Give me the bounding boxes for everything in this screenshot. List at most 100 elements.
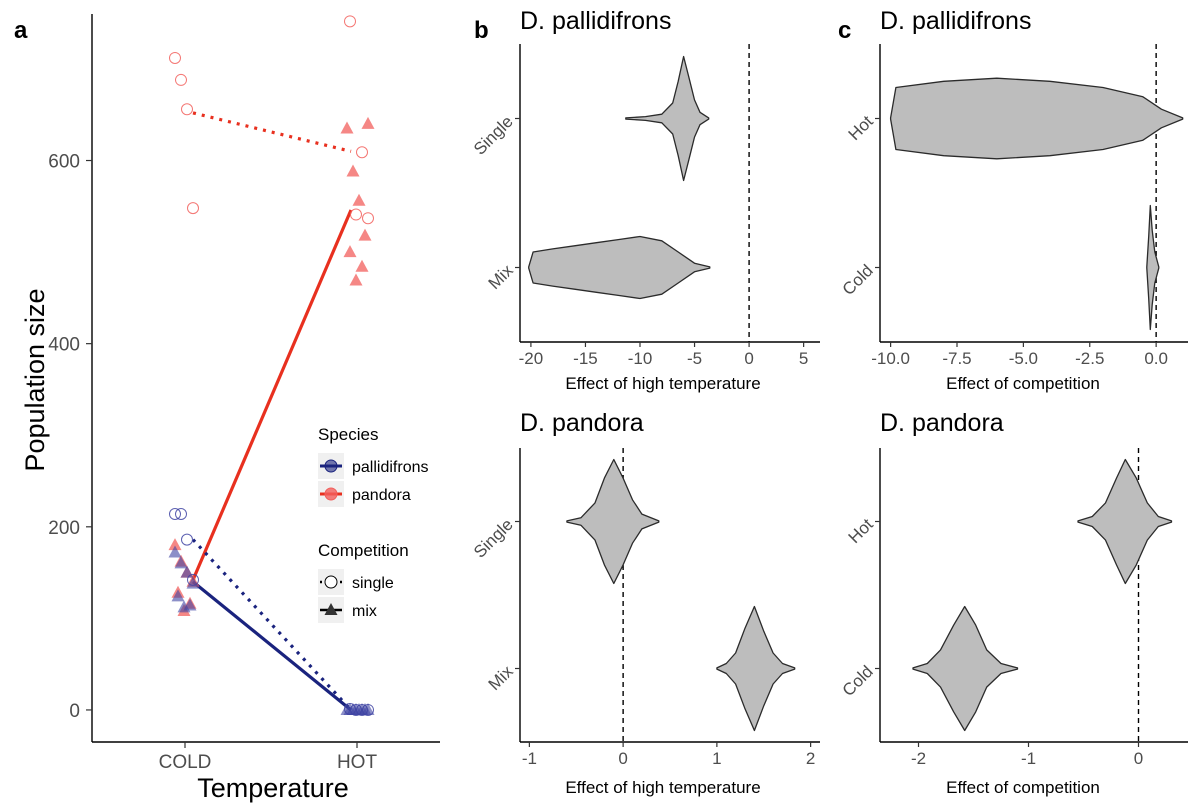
y-tick-label: Mix bbox=[485, 662, 517, 694]
x-tick-label: 0 bbox=[1134, 749, 1143, 768]
y-axis-title: Population size bbox=[20, 288, 50, 471]
point-pandora-mix bbox=[340, 121, 354, 134]
x-tick-label: -20 bbox=[519, 349, 544, 368]
point-pallidifrons-mix bbox=[186, 576, 200, 589]
point-pandora-single bbox=[175, 73, 187, 86]
x-axis-title: Effect of competition bbox=[946, 374, 1100, 393]
x-tick-label: -2 bbox=[911, 749, 926, 768]
legend-key-marker-pandora bbox=[324, 487, 338, 501]
point-pallidifrons-single bbox=[175, 507, 187, 520]
point-pallidifrons-single bbox=[181, 533, 193, 546]
legend-key-marker-single bbox=[324, 575, 338, 589]
x-tick-label: -10 bbox=[628, 349, 653, 368]
point-pandora-single bbox=[344, 15, 356, 28]
panel-title: D. pandora bbox=[880, 409, 1004, 437]
x-axis-title: Effect of high temperature bbox=[565, 778, 760, 797]
point-pandora-single bbox=[181, 103, 193, 116]
legend-title-species: Species bbox=[318, 425, 378, 444]
point-pandora-single bbox=[169, 51, 181, 64]
x-tick-label: 5 bbox=[799, 349, 808, 368]
point-pallidifrons-mix bbox=[180, 565, 194, 578]
violin-hot bbox=[889, 77, 1184, 160]
x-tick-label: 0.0 bbox=[1144, 349, 1168, 368]
point-pallidifrons-mix bbox=[177, 600, 191, 613]
violin-hot bbox=[1077, 458, 1173, 585]
point-pandora-mix bbox=[168, 538, 182, 551]
point-pandora-mix bbox=[358, 228, 372, 241]
legend-label-pandora: pandora bbox=[352, 487, 411, 504]
violin-mix bbox=[716, 605, 796, 732]
point-pandora-single bbox=[187, 202, 199, 215]
y-tick-label: Cold bbox=[839, 662, 877, 700]
legend: Species pallidifrons pandora Competition… bbox=[318, 425, 428, 623]
x-axis-title: Effect of competition bbox=[946, 778, 1100, 797]
mean-line-pandora-single bbox=[192, 111, 352, 153]
x-tick-label: -5.0 bbox=[1009, 349, 1038, 368]
legend-key-marker-pallidifrons bbox=[324, 459, 338, 473]
point-pandora-mix bbox=[355, 259, 369, 272]
y-tick-label: 400 bbox=[48, 335, 80, 356]
x-tick-label: 0 bbox=[744, 349, 753, 368]
panel-title: D. pallidifrons bbox=[520, 7, 671, 35]
y-tick-label: Cold bbox=[839, 261, 877, 299]
violin-cold bbox=[1146, 204, 1160, 331]
panel-letter-a: a bbox=[14, 17, 28, 44]
violin-cold bbox=[912, 605, 1019, 732]
x-axis-title: Temperature bbox=[197, 773, 349, 803]
panel-c: c D. pallidifrons Effect of competition … bbox=[838, 7, 1188, 393]
y-tick-label: Hot bbox=[845, 515, 877, 547]
x-tick-label: HOT bbox=[337, 752, 378, 773]
y-tick-label: 600 bbox=[48, 152, 80, 173]
x-tick-label: -1 bbox=[1021, 749, 1036, 768]
point-pandora-mix bbox=[349, 273, 363, 286]
y-tick-label: Single bbox=[470, 515, 517, 562]
point-pallidifrons-mix bbox=[168, 545, 182, 558]
legend-title-competition: Competition bbox=[318, 541, 409, 560]
x-tick-label: 1 bbox=[712, 749, 721, 768]
mean-line-pallidifrons-mix bbox=[191, 580, 353, 712]
point-pallidifrons-mix bbox=[174, 556, 188, 569]
x-tick-label: COLD bbox=[159, 752, 212, 773]
mean-line-pandora-mix bbox=[191, 209, 353, 581]
y-ticks: 0 200 400 600 bbox=[48, 152, 92, 722]
point-pandora-mix bbox=[352, 193, 366, 206]
x-tick-label: -15 bbox=[573, 349, 598, 368]
panel-e: D. pandora Effect of competition -2 -1 0 Co… bbox=[839, 409, 1188, 797]
mean-lines bbox=[191, 111, 353, 712]
x-ticks: COLD HOT bbox=[159, 742, 378, 773]
mean-line-pallidifrons-single bbox=[191, 538, 353, 712]
panel-title: D. pandora bbox=[520, 409, 644, 437]
x-tick-label: 2 bbox=[806, 749, 815, 768]
legend-key-marker-mix bbox=[324, 603, 338, 615]
point-pandora-single bbox=[350, 208, 362, 221]
panel-b: b D. pallidifrons Effect of high tempera… bbox=[470, 7, 820, 393]
point-pandora-single bbox=[356, 146, 368, 159]
panel-a: a 0 200 400 600 COLD HOT Population size Tem… bbox=[14, 14, 440, 803]
data-points bbox=[168, 15, 375, 716]
x-axis-title: Effect of high temperature bbox=[565, 374, 760, 393]
x-tick-label: 0 bbox=[618, 749, 627, 768]
legend-label-pallidifrons: pallidifrons bbox=[352, 459, 428, 476]
x-tick-label: -7.5 bbox=[942, 349, 971, 368]
x-tick-label: -5 bbox=[687, 349, 702, 368]
point-pandora-mix bbox=[361, 116, 375, 129]
point-pallidifrons-mix bbox=[349, 702, 363, 715]
y-tick-label: Mix bbox=[485, 261, 517, 293]
point-pandora-mix bbox=[346, 164, 360, 177]
legend-label-mix: mix bbox=[352, 603, 377, 620]
x-tick-label: -10.0 bbox=[871, 349, 910, 368]
violin-mix bbox=[528, 235, 711, 300]
y-tick-label: Hot bbox=[845, 112, 877, 144]
x-tick-label: -2.5 bbox=[1075, 349, 1104, 368]
x-tick-label: -1 bbox=[522, 749, 537, 768]
y-tick-label: Single bbox=[470, 112, 517, 159]
legend-label-single: single bbox=[352, 575, 394, 592]
point-pandora-single bbox=[362, 212, 374, 225]
point-pandora-mix bbox=[343, 245, 357, 258]
panel-title: D. pallidifrons bbox=[880, 7, 1031, 35]
violin-single bbox=[625, 55, 710, 182]
y-tick-label: 200 bbox=[48, 518, 80, 539]
panel-d: D. pandora Effect of high temperature -1… bbox=[470, 409, 820, 797]
panel-letter-b: b bbox=[474, 17, 489, 44]
